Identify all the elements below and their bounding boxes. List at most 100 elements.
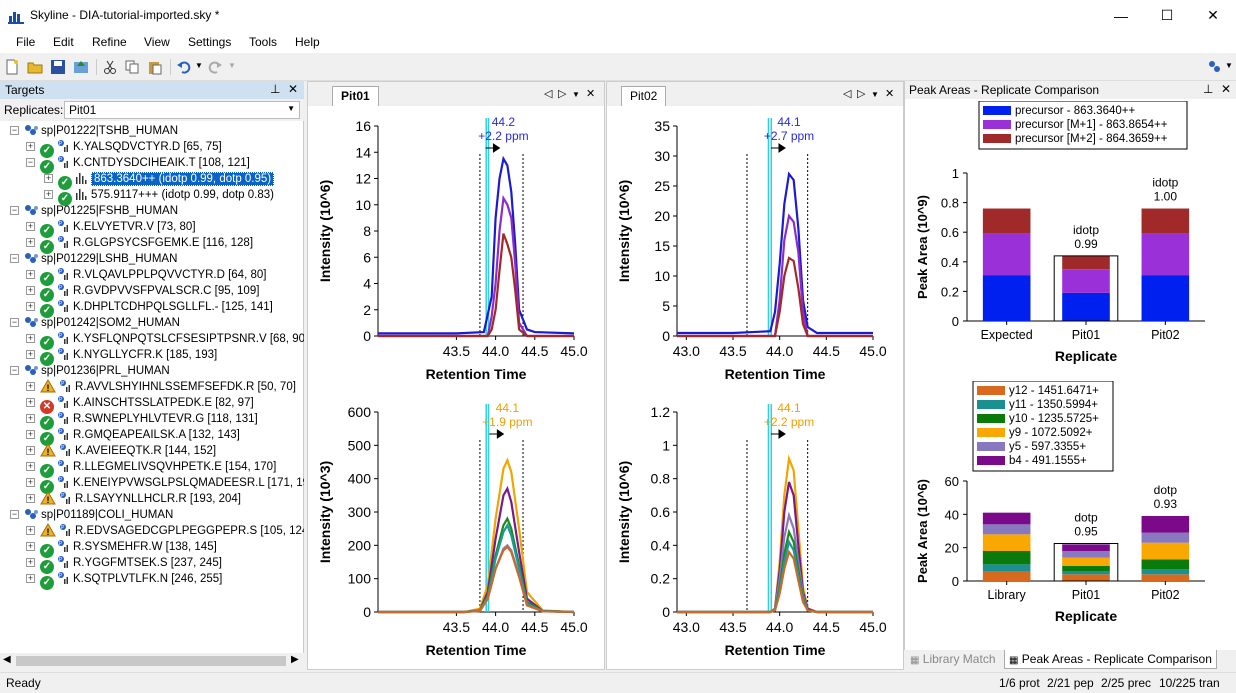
precursor-node[interactable]: + ✓ 575.9117+++ (idotp 0.99, dotp 0.83) <box>44 187 274 206</box>
scroll-right-icon[interactable]: ▶ <box>291 654 299 665</box>
expand-toggle-icon[interactable]: − <box>10 317 19 327</box>
expand-toggle-icon[interactable]: + <box>26 525 35 535</box>
expand-toggle-icon[interactable]: + <box>26 285 35 295</box>
peptide-node[interactable]: + ✕ P K.AINSCHTSSLATPEDK.E [82, 97] <box>26 395 254 414</box>
chromatogram-pit01-ms2[interactable]: 0 100 200 300 400 500 600 43.5 44.0 44.5 45.0 Reten… <box>308 392 604 668</box>
peptide-node[interactable]: + ✓ P K.SQTPLVTLFK.N [246, 255] <box>26 571 222 590</box>
peptide-node[interactable]: + ✓ P R.SYSMEHFR.W [138, 145] <box>26 539 217 558</box>
expand-toggle-icon[interactable]: + <box>26 413 35 423</box>
expand-toggle-icon[interactable]: + <box>26 573 35 583</box>
peptide-node[interactable]: + ✓ P R.GLGPSYCSFGEMK.E [116, 128] <box>26 235 253 254</box>
precursor-node[interactable]: + ✓ 863.3640++ (idotp 0.99, dotp 0.95) <box>44 171 275 190</box>
expand-toggle-icon[interactable]: − <box>26 157 35 167</box>
chromatogram-pit01-ms1[interactable]: 0 2 4 6 8 10 12 14 16 43.5 44.0 44.5 45.0 Retention T… <box>308 106 604 392</box>
expand-toggle-icon[interactable]: + <box>26 397 35 407</box>
maximize-button[interactable]: ☐ <box>1160 7 1174 23</box>
peptide-node[interactable]: + ✓ P R.LLEGMELIVSQVHPETK.E [154, 170] <box>26 459 276 478</box>
menu-settings[interactable]: Settings <box>188 35 232 49</box>
chromatogram-pit02-ms2[interactable]: 0 0.2 0.4 0.6 0.8 1 1.2 43.0 43.5 44.0 44.5 45.0 Ret… <box>607 392 903 668</box>
expand-toggle-icon[interactable]: − <box>10 253 19 263</box>
menu-tools[interactable]: Tools <box>249 35 278 49</box>
pin-icon[interactable]: ⊥ <box>270 82 281 96</box>
expand-toggle-icon[interactable]: + <box>26 429 35 439</box>
chain-dropdown-icon[interactable]: ▼ <box>1225 61 1233 70</box>
paste-icon[interactable] <box>147 59 163 75</box>
close-button[interactable]: ✕ <box>1207 7 1219 23</box>
peptide-node[interactable]: + ✓ P K.YALSQDVCTYR.D [65, 75] <box>26 139 222 158</box>
expand-toggle-icon[interactable]: + <box>26 541 35 551</box>
peptide-chain-icon[interactable] <box>1208 59 1224 75</box>
peptide-node[interactable]: + ✓ P K.ENEIYPVWSGLPSLQMADEESR.L [171, 192] <box>26 475 304 494</box>
expand-toggle-icon[interactable]: + <box>26 333 35 343</box>
publish-icon[interactable] <box>73 59 89 75</box>
close-doc-icon[interactable]: ✕ <box>586 88 596 100</box>
peptide-node[interactable]: + ✓ P R.YGGFMTSEK.S [237, 245] <box>26 555 222 574</box>
peptide-node[interactable]: +! P R.LSAYYNLLHCLR.R [193, 204] <box>26 491 241 507</box>
peak-area-chart-ms2[interactable]: y12 - 1451.6471+ y11 - 1350.5994+ y10 - 12… <box>905 381 1235 631</box>
expand-toggle-icon[interactable]: − <box>10 509 19 519</box>
expand-toggle-icon[interactable]: + <box>44 173 53 183</box>
undo-dropdown-icon[interactable]: ▼ <box>195 61 203 70</box>
peptide-node[interactable]: +! P R.EDVSAGEDCGPLPEGGPEPR.S [105, 124] <box>26 523 304 539</box>
prev-tab-icon[interactable]: ◁ <box>843 88 852 100</box>
minimize-button[interactable]: — <box>1114 7 1128 24</box>
scroll-left-icon[interactable]: ◀ <box>3 654 11 665</box>
cut-icon[interactable] <box>102 59 118 75</box>
undo-icon[interactable] <box>176 59 192 75</box>
expand-toggle-icon[interactable]: + <box>26 493 35 503</box>
new-file-icon[interactable] <box>4 59 20 75</box>
peptide-node[interactable]: +! P R.AVVLSHYIHNLSSEMFSEFDK.R [50, 70] <box>26 379 296 395</box>
expand-toggle-icon[interactable]: + <box>26 221 35 231</box>
protein-node[interactable]: − sp|P01242|SOM2_HUMAN <box>10 315 180 331</box>
next-tab-icon[interactable]: ▷ <box>857 88 866 100</box>
redo-icon[interactable] <box>207 59 223 75</box>
protein-node[interactable]: − sp|P01229|LSHB_HUMAN <box>10 251 177 267</box>
close-doc-icon[interactable]: ✕ <box>885 88 895 100</box>
expand-toggle-icon[interactable]: + <box>26 349 35 359</box>
peptide-node[interactable]: + ✓ P R.GVDPVVSFPVALSCR.C [95, 109] <box>26 283 259 302</box>
menu-help[interactable]: Help <box>295 35 320 49</box>
expand-toggle-icon[interactable]: + <box>26 381 35 391</box>
expand-toggle-icon[interactable]: + <box>26 477 35 487</box>
close-targets-icon[interactable]: ✕ <box>288 82 299 96</box>
peptide-node[interactable]: + ✓ P K.ELVYETVR.V [73, 80] <box>26 219 196 238</box>
peptide-node[interactable]: + ✓ P R.VLQAVLPPLPQVVCTYR.D [64, 80] <box>26 267 266 286</box>
next-tab-icon[interactable]: ▷ <box>558 88 567 100</box>
peptide-node[interactable]: + ✓ P R.GMQEAPEAILSK.A [132, 143] <box>26 427 240 446</box>
peptide-node[interactable]: + ✓ P K.DHPLTCDHPQLSGLLFL.- [125, 141] <box>26 299 273 318</box>
expand-toggle-icon[interactable]: + <box>26 557 35 567</box>
prev-tab-icon[interactable]: ◁ <box>544 88 553 100</box>
protein-node[interactable]: − sp|P01222|TSHB_HUMAN <box>10 123 178 139</box>
tab-menu-icon[interactable]: ▼ <box>871 90 879 99</box>
peptide-node[interactable]: + ✓ P R.SWNEPLYHLVTEVR.G [118, 131] <box>26 411 258 430</box>
peak-area-chart-ms1[interactable]: precursor - 863.3640++ precursor [M+1] - … <box>905 101 1235 371</box>
close-peak-icon[interactable]: ✕ <box>1221 82 1232 96</box>
expand-toggle-icon[interactable]: − <box>10 365 19 375</box>
save-icon[interactable] <box>50 59 66 75</box>
peptide-node[interactable]: − ✓ P K.CNTDYSDCIHEAIK.T [108, 121] <box>26 155 250 174</box>
copy-icon[interactable] <box>124 59 140 75</box>
tab-menu-icon[interactable]: ▼ <box>572 90 580 99</box>
peptide-node[interactable]: + ✓ P K.NYGLLYCFR.K [185, 193] <box>26 347 217 366</box>
chromatogram-pit02-ms1[interactable]: 0 5 10 15 20 25 30 35 43.0 43.5 44.0 44.5 45.0 Retent… <box>607 106 903 392</box>
expand-toggle-icon[interactable]: + <box>26 445 35 455</box>
peptide-node[interactable]: + ✓ P K.YSFLQNPQTSLCFSESIPTPSNR.V [68, 90] <box>26 331 304 350</box>
expand-toggle-icon[interactable]: + <box>26 269 35 279</box>
replicates-select[interactable]: Pit01 ▼ <box>64 101 300 119</box>
protein-node[interactable]: − sp|P01225|FSHB_HUMAN <box>10 203 178 219</box>
expand-toggle-icon[interactable]: − <box>10 205 19 215</box>
menu-view[interactable]: View <box>144 35 170 49</box>
redo-dropdown-icon[interactable]: ▼ <box>228 61 236 70</box>
expand-toggle-icon[interactable]: − <box>10 125 19 135</box>
horizontal-scrollbar[interactable]: ◀ ▶ <box>0 653 304 669</box>
expand-toggle-icon[interactable]: + <box>44 189 53 199</box>
expand-toggle-icon[interactable]: + <box>26 461 35 471</box>
pin-icon[interactable]: ⊥ <box>1203 82 1214 96</box>
menu-edit[interactable]: Edit <box>53 35 74 49</box>
tab-peak-areas[interactable]: ▦ Peak Areas - Replicate Comparison <box>1004 650 1217 669</box>
menu-refine[interactable]: Refine <box>92 35 127 49</box>
tab-pit02[interactable]: Pit02 <box>621 86 667 106</box>
peptide-node[interactable]: +! P K.AVEIEEQTK.R [144, 152] <box>26 443 216 459</box>
expand-toggle-icon[interactable]: + <box>26 237 35 247</box>
tab-pit01[interactable]: Pit01 <box>332 86 379 106</box>
